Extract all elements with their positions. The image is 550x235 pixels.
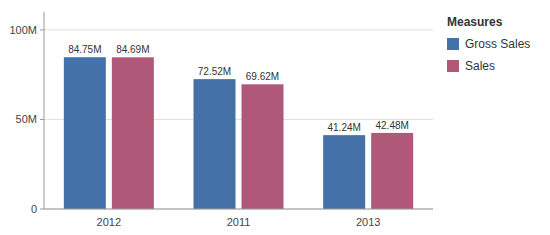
legend: Measures Gross Sales Sales: [447, 15, 530, 73]
grid-line: [44, 29, 433, 30]
data-labels: 84.75M 84.69M 72.52M 69.62M 41.24M 42.48M: [68, 44, 409, 133]
bar: [64, 57, 106, 209]
chart-container: 0 50M 100M 84.75M 84.69M 72.52M 69.62M 41.24M 42…: [0, 0, 550, 235]
legend-label: Gross Sales: [465, 37, 530, 51]
x-tick-label: 2013: [356, 216, 380, 228]
x-tick-label: 2012: [97, 216, 121, 228]
y-tick-label: 50M: [16, 113, 37, 125]
legend-label: Sales: [465, 59, 495, 73]
bar: [112, 57, 154, 209]
bar: [371, 133, 413, 209]
y-axis: 0 50M 100M: [9, 12, 433, 215]
data-label: 41.24M: [327, 122, 360, 133]
y-tick-label: 100M: [9, 24, 37, 36]
y-tick: [40, 209, 44, 210]
data-label: 69.62M: [246, 71, 279, 82]
data-label: 84.75M: [68, 44, 101, 55]
y-tick: [40, 29, 44, 30]
chart-svg: 0 50M 100M 84.75M 84.69M 72.52M 69.62M 41.24M 42…: [0, 0, 550, 235]
y-tick: [40, 119, 44, 120]
legend-swatch: [447, 38, 459, 50]
data-label: 42.48M: [375, 120, 408, 131]
grid-line: [44, 209, 433, 210]
y-tick-label: 0: [31, 203, 37, 215]
bar: [323, 135, 365, 209]
data-label: 72.52M: [198, 66, 231, 77]
legend-swatch: [447, 60, 459, 72]
x-axis: 2012 2011 2013: [44, 209, 433, 228]
x-tick-label: 2011: [227, 216, 251, 228]
x-axis-line: [44, 209, 433, 210]
y-axis-line: [44, 12, 45, 209]
legend-title: Measures: [447, 15, 503, 29]
data-label: 84.69M: [116, 44, 149, 55]
bar: [194, 79, 236, 209]
bar: [242, 84, 284, 209]
bars: [64, 57, 413, 209]
